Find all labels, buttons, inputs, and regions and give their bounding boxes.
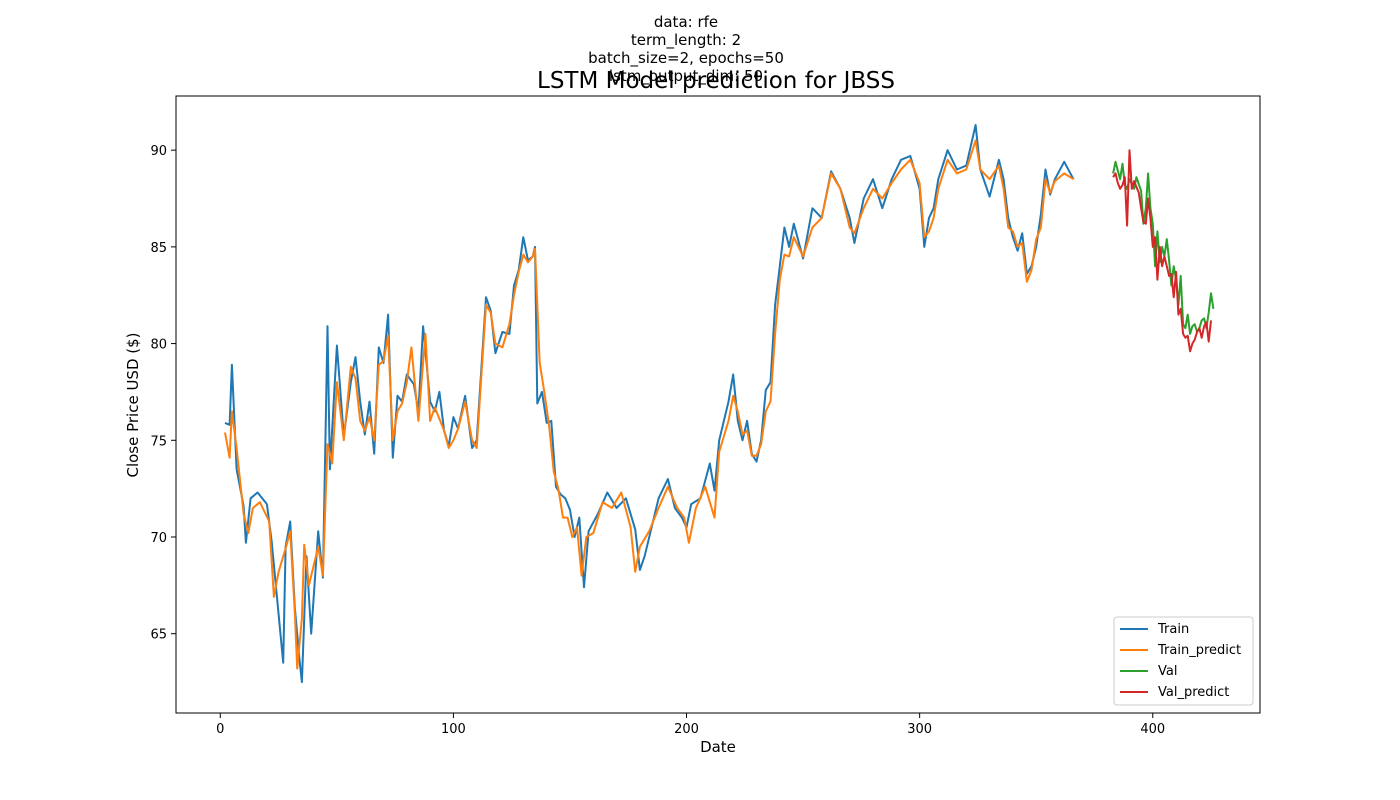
y-tick-label: 65	[150, 628, 167, 643]
series-layer	[224, 124, 1215, 684]
series-line-val-predict	[1112, 149, 1212, 353]
legend-box	[1113, 616, 1254, 706]
y-axis-label: Close Price USD ($)	[124, 332, 142, 477]
x-tick-label: 400	[1140, 722, 1165, 737]
series-line-train	[224, 124, 1075, 684]
y-tick-label: 85	[150, 241, 167, 256]
x-tick-label: 200	[674, 722, 699, 737]
legend-label-train: Train	[1157, 622, 1189, 637]
suptitle-line-1: data: rfe	[654, 13, 718, 31]
suptitle-line-2: term_length: 2	[631, 31, 741, 50]
axis-ticks: 0 100 200 300 400 65 70 75 80 85 90	[150, 144, 1165, 737]
y-tick-label: 80	[150, 338, 167, 353]
suptitle-line-3: batch_size=2, epochs=50	[588, 49, 784, 68]
x-axis-label: Date	[700, 738, 736, 756]
x-tick-label: 300	[907, 722, 932, 737]
legend: Train Train_predict Val Val_predict	[1113, 616, 1254, 706]
y-tick-label: 70	[150, 531, 167, 546]
series-line-train-predict	[224, 139, 1075, 670]
x-tick-label: 100	[441, 722, 466, 737]
suptitle: data: rfe term_length: 2 batch_size=2, e…	[588, 13, 784, 86]
legend-label-val-predict: Val_predict	[1158, 685, 1229, 700]
legend-label-val: Val	[1158, 664, 1177, 679]
suptitle-line-4: lstm_output_dim: 50	[609, 67, 763, 86]
x-tick-label: 0	[216, 722, 224, 737]
legend-label-train-predict: Train_predict	[1157, 643, 1241, 658]
y-tick-label: 75	[150, 434, 167, 449]
plot-frame	[175, 95, 1261, 714]
y-tick-label: 90	[150, 144, 167, 159]
chart-title: LSTM Model prediction for JBSS	[537, 68, 895, 94]
